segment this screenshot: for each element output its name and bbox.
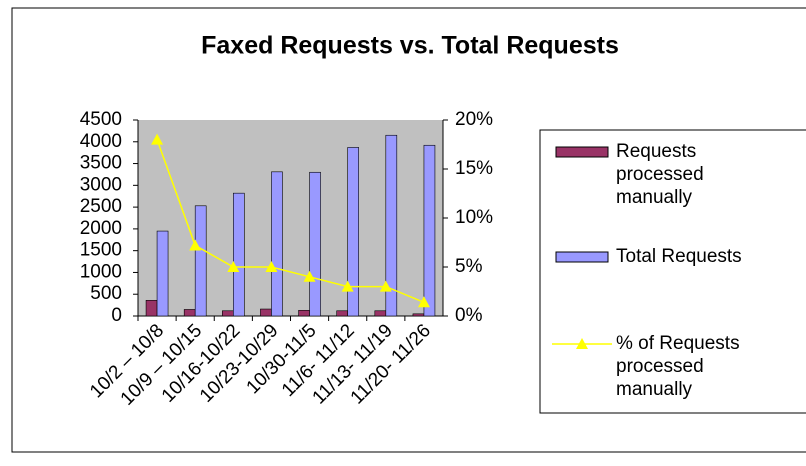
bar: [183, 309, 196, 317]
bar: [423, 144, 436, 317]
bar: [260, 308, 272, 317]
y2-tick-label: 0%: [455, 305, 483, 326]
y2-tick-label: 15%: [455, 158, 493, 179]
y-tick-label: 4000: [80, 131, 122, 152]
y-tick-label: 2500: [80, 196, 122, 217]
y-tick-label: 1500: [80, 240, 122, 261]
y2-tick-label: 20%: [455, 109, 493, 130]
bar: [145, 300, 158, 317]
line-marker: [303, 270, 316, 282]
legend-label: Requests processed manually: [616, 141, 704, 208]
y-tick-label: 3000: [80, 174, 122, 195]
legend-label: Total Requests: [616, 246, 742, 267]
line-series: [156, 139, 425, 303]
bar: [374, 310, 387, 317]
bar: [347, 147, 359, 317]
bar: [336, 310, 348, 317]
line-marker: [189, 239, 202, 251]
y-tick-label: 1000: [80, 261, 122, 282]
line-marker: [151, 133, 164, 145]
y-tick-label: 500: [90, 283, 122, 304]
legend-swatch: [555, 146, 609, 158]
line-marker: [417, 296, 430, 308]
bar: [233, 192, 245, 317]
legend-box: [539, 129, 806, 414]
y-tick-label: 3500: [80, 153, 122, 174]
bar: [309, 171, 321, 317]
y-tick-label: 0: [111, 305, 122, 326]
line-marker: [379, 280, 392, 292]
bar: [194, 205, 207, 317]
y2-tick-label: 10%: [455, 207, 493, 228]
bar: [298, 310, 310, 317]
line-marker: [227, 261, 240, 272]
y2-tick-label: 5%: [455, 256, 483, 277]
bar: [222, 310, 234, 317]
plot-area: [138, 120, 443, 316]
bar: [271, 171, 283, 317]
line-marker: [341, 280, 354, 292]
bar: [156, 230, 169, 317]
line-marker: [265, 261, 278, 272]
y-tick-label: 4500: [80, 109, 122, 130]
bar: [385, 134, 398, 317]
legend-label: % of Requests processed manually: [616, 333, 740, 400]
legend-swatch: [555, 251, 609, 263]
bar: [412, 313, 425, 317]
legend-marker: [576, 338, 588, 349]
chart-title: Faxed Requests vs. Total Requests: [201, 32, 619, 60]
y-tick-label: 2000: [80, 218, 122, 239]
